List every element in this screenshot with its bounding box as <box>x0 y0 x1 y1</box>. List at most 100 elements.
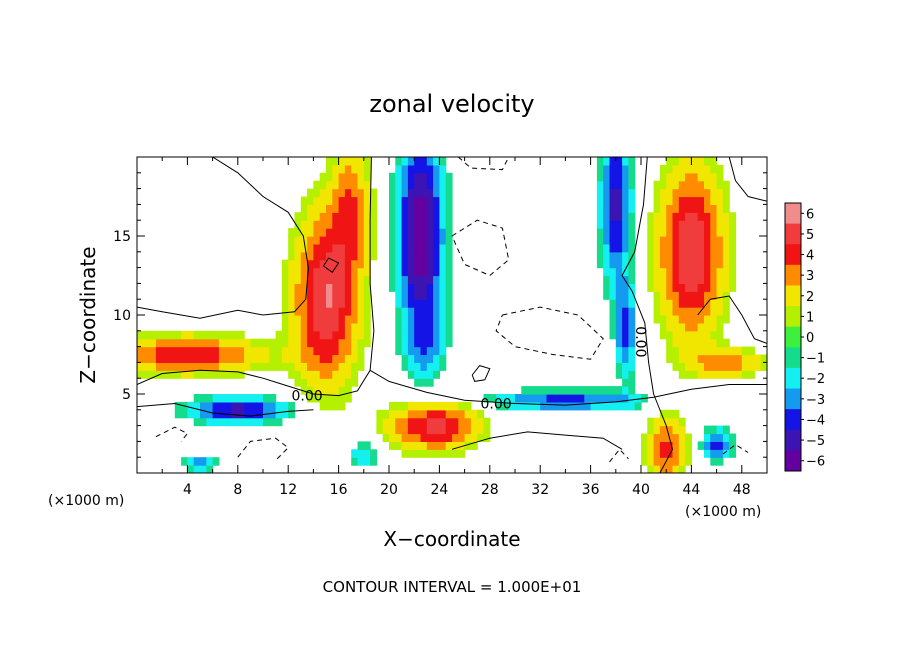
field-cell <box>659 228 667 237</box>
field-cell <box>735 362 743 371</box>
field-cell <box>370 204 377 213</box>
field-cell <box>225 362 233 371</box>
field-cell <box>433 164 440 174</box>
field-cell <box>496 401 503 411</box>
x-tick-label: 28 <box>481 482 499 498</box>
field-cell <box>477 433 485 442</box>
field-cell <box>300 346 308 356</box>
field-cell <box>376 425 384 435</box>
field-cell <box>319 378 327 387</box>
field-cell <box>395 291 403 300</box>
field-cell <box>439 362 447 371</box>
field-cell <box>691 236 699 245</box>
field-cell <box>729 283 737 292</box>
field-cell <box>307 307 314 316</box>
field-cell <box>691 275 699 284</box>
field-cell <box>647 275 655 284</box>
field-cell <box>231 362 239 371</box>
field-cell <box>678 465 686 473</box>
field-cell <box>622 236 629 245</box>
field-cell <box>666 180 674 190</box>
field-cell <box>445 401 453 411</box>
field-cell <box>647 425 655 435</box>
field-cell <box>275 338 283 348</box>
field-cell <box>697 157 705 166</box>
field-cell <box>193 394 201 403</box>
field-cell <box>659 409 667 419</box>
field-cell <box>149 362 157 371</box>
field-cell <box>653 291 661 300</box>
field-cell <box>357 322 365 332</box>
field-cell <box>666 449 674 458</box>
field-cell <box>370 212 377 221</box>
field-cell <box>647 267 655 277</box>
field-cell <box>452 417 459 427</box>
field-cell <box>659 433 667 442</box>
field-cell <box>615 307 623 316</box>
field-cell <box>332 322 340 332</box>
field-cell <box>716 291 724 300</box>
field-cell <box>445 322 453 332</box>
field-cell <box>351 251 359 261</box>
field-cell <box>275 417 283 427</box>
field-cell <box>697 441 705 450</box>
field-cell <box>407 433 415 442</box>
field-cell <box>313 346 321 356</box>
field-cell <box>420 449 428 458</box>
field-cell <box>609 172 617 182</box>
field-cell <box>433 180 440 190</box>
field-cell <box>231 338 239 348</box>
field-cell <box>363 243 371 253</box>
field-cell <box>716 330 724 340</box>
field-cell <box>596 251 604 261</box>
field-cell <box>533 401 541 411</box>
field-cell <box>344 236 352 245</box>
field-cell <box>414 188 422 198</box>
field-cell <box>370 243 377 253</box>
field-cell <box>313 307 321 316</box>
field-cell <box>716 338 724 348</box>
field-cell <box>363 299 371 308</box>
field-cell <box>313 283 321 292</box>
field-cell <box>722 315 730 324</box>
field-cell <box>496 394 503 403</box>
field-cell <box>326 180 333 190</box>
field-cell <box>603 386 611 395</box>
field-cell <box>225 401 233 411</box>
field-cell <box>357 172 365 182</box>
field-cell <box>722 196 730 205</box>
field-cell <box>395 433 403 442</box>
field-cell <box>351 283 359 292</box>
contour-line <box>609 448 629 463</box>
field-cell <box>420 172 428 182</box>
field-cell <box>748 362 755 371</box>
field-cell <box>420 275 428 284</box>
field-cell <box>181 338 188 348</box>
contour-line <box>323 257 340 274</box>
field-cell <box>300 330 308 340</box>
field-cell <box>281 307 289 316</box>
field-cell <box>710 267 718 277</box>
field-cell <box>603 291 611 300</box>
field-cell <box>678 457 686 466</box>
field-cell <box>691 330 699 340</box>
field-cell <box>704 441 711 450</box>
field-cell <box>193 417 201 427</box>
field-cell <box>357 243 365 253</box>
field-cell <box>332 251 340 261</box>
field-cell <box>439 330 447 340</box>
field-cell <box>250 354 258 363</box>
field-cell <box>433 322 440 332</box>
field-cell <box>426 243 434 253</box>
field-cell <box>628 196 636 205</box>
field-cell <box>338 251 346 261</box>
field-cell <box>269 338 277 348</box>
field-cell <box>710 212 718 221</box>
field-cell <box>748 370 755 379</box>
field-cell <box>716 212 724 221</box>
field-cell <box>685 157 692 166</box>
contour-line <box>457 157 510 171</box>
field-cell <box>363 228 371 237</box>
field-cell <box>596 228 604 237</box>
field-cell <box>338 370 346 379</box>
